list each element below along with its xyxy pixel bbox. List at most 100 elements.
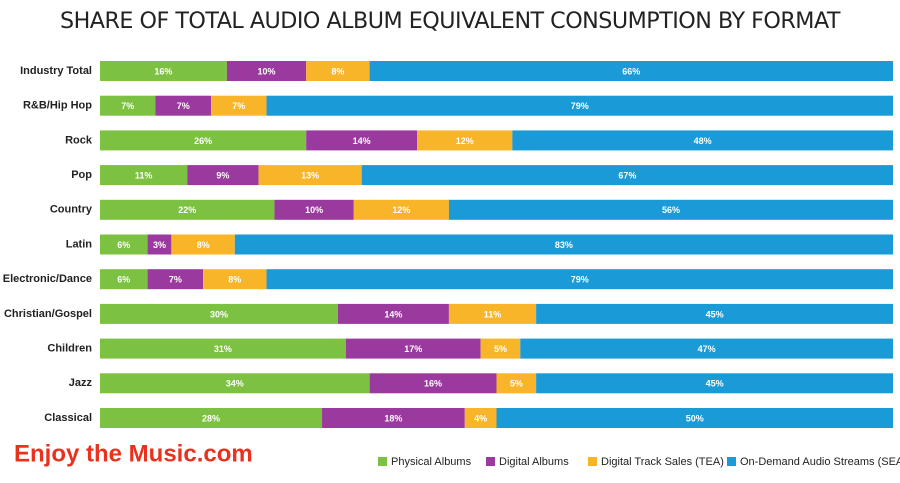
bar-segment <box>211 95 267 116</box>
bar-segment <box>100 373 370 394</box>
bar-segment <box>520 338 893 359</box>
bar-segment <box>448 303 537 324</box>
bar-segment <box>512 130 893 151</box>
value-label: 12% <box>456 136 474 146</box>
value-label: 14% <box>353 136 371 146</box>
value-label: 8% <box>228 275 241 285</box>
bar-segment <box>306 130 418 151</box>
value-label: 83% <box>555 240 573 250</box>
value-label: 5% <box>510 379 523 389</box>
value-label: 79% <box>571 101 589 111</box>
bar-segment <box>100 408 323 428</box>
legend-swatch <box>378 457 387 466</box>
bar-segment <box>100 269 148 290</box>
value-label: 47% <box>698 344 716 354</box>
bar-segment <box>100 61 227 81</box>
legend-label: On-Demand Audio Streams (SEA) <box>740 456 900 468</box>
bar-segment <box>496 408 893 428</box>
legend-swatch <box>727 457 736 466</box>
chart-title: SHARE OF TOTAL AUDIO ALBUM EQUIVALENT CO… <box>60 9 841 34</box>
y-tick-label: Electronic/Dance <box>3 273 92 285</box>
bar-segment <box>496 373 537 394</box>
value-label: 10% <box>305 205 323 215</box>
bar-segment <box>266 95 893 116</box>
bar-segment <box>100 199 275 220</box>
value-label: 22% <box>178 205 196 215</box>
bar-segment <box>147 234 172 255</box>
bar-segment <box>464 408 497 428</box>
bar-segment <box>536 303 893 324</box>
value-label: 45% <box>706 379 724 389</box>
bar-segment <box>147 269 204 290</box>
legend-swatch <box>486 457 495 466</box>
value-label: 7% <box>232 101 245 111</box>
y-tick-label: Latin <box>66 238 93 250</box>
y-tick-label: Rock <box>65 134 93 146</box>
value-label: 17% <box>404 344 422 354</box>
y-tick-label: Children <box>47 343 92 355</box>
bar-segment <box>369 373 497 394</box>
bar-segment <box>353 199 449 220</box>
bar-segment <box>266 269 893 290</box>
bar-segment <box>345 338 481 359</box>
value-label: 30% <box>210 309 228 319</box>
bar-segment <box>337 303 449 324</box>
bar-segment <box>100 303 338 324</box>
value-label: 9% <box>216 170 229 180</box>
bar-segment <box>448 199 893 220</box>
value-label: 7% <box>169 275 182 285</box>
bar-segment <box>100 130 307 151</box>
y-tick-label: R&B/Hip Hop <box>23 100 92 112</box>
bar-segment <box>369 61 893 81</box>
bar-segment <box>322 408 465 428</box>
value-label: 45% <box>706 309 724 319</box>
value-label: 18% <box>384 413 402 423</box>
value-label: 10% <box>258 66 276 76</box>
value-label: 11% <box>135 170 153 180</box>
y-tick-label: Country <box>50 204 93 216</box>
bar-segment <box>274 199 354 220</box>
value-label: 48% <box>694 136 712 146</box>
value-label: 5% <box>494 344 507 354</box>
value-label: 12% <box>392 205 410 215</box>
bar-segment <box>203 269 267 290</box>
y-tick-label: Classical <box>44 412 92 424</box>
value-label: 56% <box>662 205 680 215</box>
bar-segment <box>417 130 513 151</box>
value-label: 8% <box>197 240 210 250</box>
bar-segment <box>171 234 235 255</box>
value-label: 31% <box>214 344 232 354</box>
value-label: 16% <box>424 379 442 389</box>
bar-segment <box>306 61 370 81</box>
bar-segment <box>480 338 521 359</box>
bar-segment <box>234 234 893 255</box>
value-label: 26% <box>194 136 212 146</box>
value-label: 3% <box>153 240 166 250</box>
bar-segment <box>100 338 346 359</box>
value-label: 16% <box>154 66 172 76</box>
logo: Enjoy the Music.com <box>14 440 253 467</box>
bar-segment <box>187 165 259 186</box>
bar-segment <box>258 165 362 186</box>
value-label: 7% <box>121 101 134 111</box>
bar-segment <box>100 234 148 255</box>
value-label: 4% <box>474 413 487 423</box>
value-label: 79% <box>571 275 589 285</box>
y-tick-label: Christian/Gospel <box>4 308 92 320</box>
value-label: 8% <box>331 66 344 76</box>
bar-segment <box>361 165 893 186</box>
legend-label: Digital Track Sales (TEA) <box>601 456 724 468</box>
value-label: 28% <box>202 413 220 423</box>
bar-segment <box>100 165 188 186</box>
legend-label: Physical Albums <box>391 456 472 468</box>
value-label: 11% <box>484 309 502 319</box>
value-label: 6% <box>117 275 130 285</box>
bar-segment <box>536 373 893 394</box>
value-label: 6% <box>117 240 130 250</box>
bar-segment <box>100 95 156 116</box>
value-label: 50% <box>686 413 704 423</box>
bar-segment <box>155 95 212 116</box>
value-label: 13% <box>301 170 319 180</box>
y-tick-label: Pop <box>71 169 92 181</box>
